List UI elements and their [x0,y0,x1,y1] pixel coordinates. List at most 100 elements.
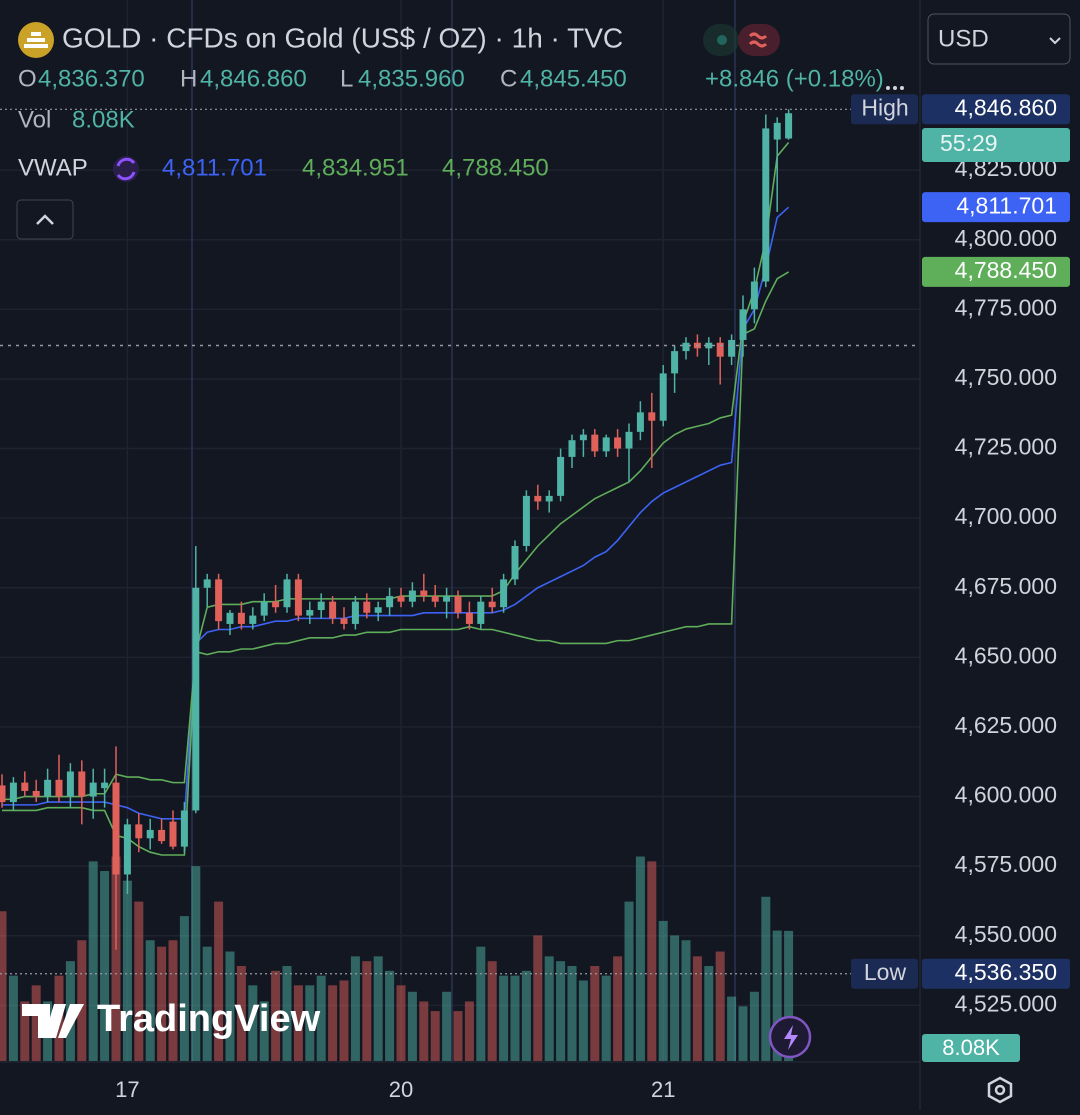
volume-bar [350,956,360,1061]
candle-body [545,495,553,502]
volume-value: 8.08K [72,106,135,133]
more-dot [900,86,904,90]
legend-value: 4,846.860 [200,65,307,92]
y-tick-label: 4,600.000 [955,782,1057,808]
indicator-value: 4,788.450 [442,154,549,181]
volume-bar [293,985,303,1061]
y-tick-label: 4,525.000 [955,990,1057,1016]
candle-body [340,618,348,624]
candle-body [180,810,188,847]
extreme-tag-name-box [851,94,918,125]
volume-bar [373,956,383,1061]
indicator-line [2,141,790,801]
x-tick-label: 20 [389,1077,413,1102]
select-chevron [1049,37,1061,45]
candle-body [78,771,86,797]
indicator-icon-arrows [116,157,136,181]
lightning-icon [784,1025,798,1050]
volume-bar [202,946,212,1061]
x-tick-label: 21 [651,1077,675,1102]
candle-body [272,601,280,608]
candle-body [397,596,405,602]
volume-bar [704,966,714,1061]
extreme-tag-name: Low [864,959,907,985]
candle-body [522,495,530,546]
settings-button[interactable] [987,1076,1013,1104]
candle-body [454,596,462,613]
change: +8.846 (+0.18%) [705,65,884,92]
volume-bar [624,901,634,1061]
candle-body [0,785,6,803]
volume-bar [442,991,452,1061]
candle-body [488,601,496,608]
extreme-tag-name: High [861,94,908,120]
volume-bar [772,930,782,1061]
volume-bar [179,916,189,1061]
volume-bar [122,880,132,1061]
candle-body [21,782,29,791]
candle-body [329,601,337,619]
indicator-value: 4,811.701 [162,154,267,181]
volume-bar [236,966,246,1061]
y-tick-label: 4,675.000 [955,573,1057,599]
candle-body [135,824,143,839]
y-tick-label: 4,725.000 [955,434,1057,460]
volume-bar [761,896,771,1061]
volume-bar [567,966,577,1061]
y-tick-label: 4,800.000 [955,225,1057,251]
y-tick-label: 4,750.000 [955,364,1057,390]
volume-bar [88,861,98,1061]
volume-bar [328,985,338,1061]
legend-key: C [500,65,517,92]
extreme-tag-box [922,94,1070,125]
candle-body [66,771,74,797]
candle-body [374,607,382,613]
candle-body [317,601,325,611]
indicator-line [2,271,790,856]
candle-body [386,596,394,608]
volume-bar [385,970,395,1061]
candle-body [739,309,747,340]
market-badge-icon [748,32,768,48]
candle-body [465,612,473,624]
volume-bar [647,861,657,1061]
volume-bar [31,985,41,1061]
price-tag [922,256,1070,287]
volume-bar [453,1011,463,1061]
volume-bar [77,940,87,1061]
candle-body [351,601,359,624]
plot-area [0,109,794,1061]
volume-bar [784,930,794,1061]
more-dot [886,86,890,90]
volume-bar [168,940,178,1061]
volume-bar [464,1001,474,1061]
y-tick-label: 4,700.000 [955,503,1057,529]
indicator-line [2,206,790,820]
watermark-logo [22,1004,84,1038]
volume-bar [487,961,497,1061]
volume-bar [111,856,121,1061]
volume-bar [134,901,144,1061]
volume-bar [225,951,235,1061]
price-tag-label: 4,788.450 [955,257,1057,283]
extreme-tag-value: 4,536.350 [955,959,1057,985]
candle-body [32,790,40,797]
volume-bar [670,935,680,1061]
volume-bar [0,911,7,1061]
collapse-icon [36,214,54,225]
volume-bar [613,956,623,1061]
collapse-button[interactable] [16,199,74,240]
chart-title: GOLD · CFDs on Gold (US$ / OZ) · 1h · TV… [62,22,623,53]
currency-select[interactable] [927,13,1071,65]
candle-body [659,373,667,421]
candle-body [648,412,656,421]
candle-body [55,779,63,797]
volume-bar [396,985,406,1061]
candle-body [750,281,758,310]
y-tick-label: 4,650.000 [955,642,1057,668]
legend-key: O [18,65,37,92]
volume-bar [499,975,509,1061]
candle-body [169,821,177,847]
